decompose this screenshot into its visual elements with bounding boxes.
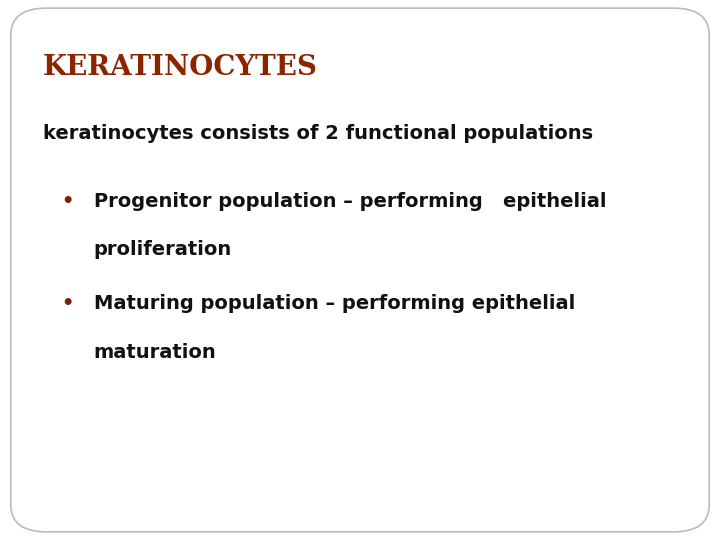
Text: Maturing population – performing epithelial: Maturing population – performing epithel… bbox=[94, 294, 575, 313]
Text: maturation: maturation bbox=[94, 343, 216, 362]
Text: •: • bbox=[61, 294, 73, 313]
Text: •: • bbox=[61, 192, 73, 211]
Text: KERATINOCYTES: KERATINOCYTES bbox=[43, 54, 318, 81]
Text: proliferation: proliferation bbox=[94, 240, 232, 259]
FancyBboxPatch shape bbox=[11, 8, 709, 532]
Text: Progenitor population – performing   epithelial: Progenitor population – performing epith… bbox=[94, 192, 606, 211]
Text: keratinocytes consists of 2 functional populations: keratinocytes consists of 2 functional p… bbox=[43, 124, 593, 143]
